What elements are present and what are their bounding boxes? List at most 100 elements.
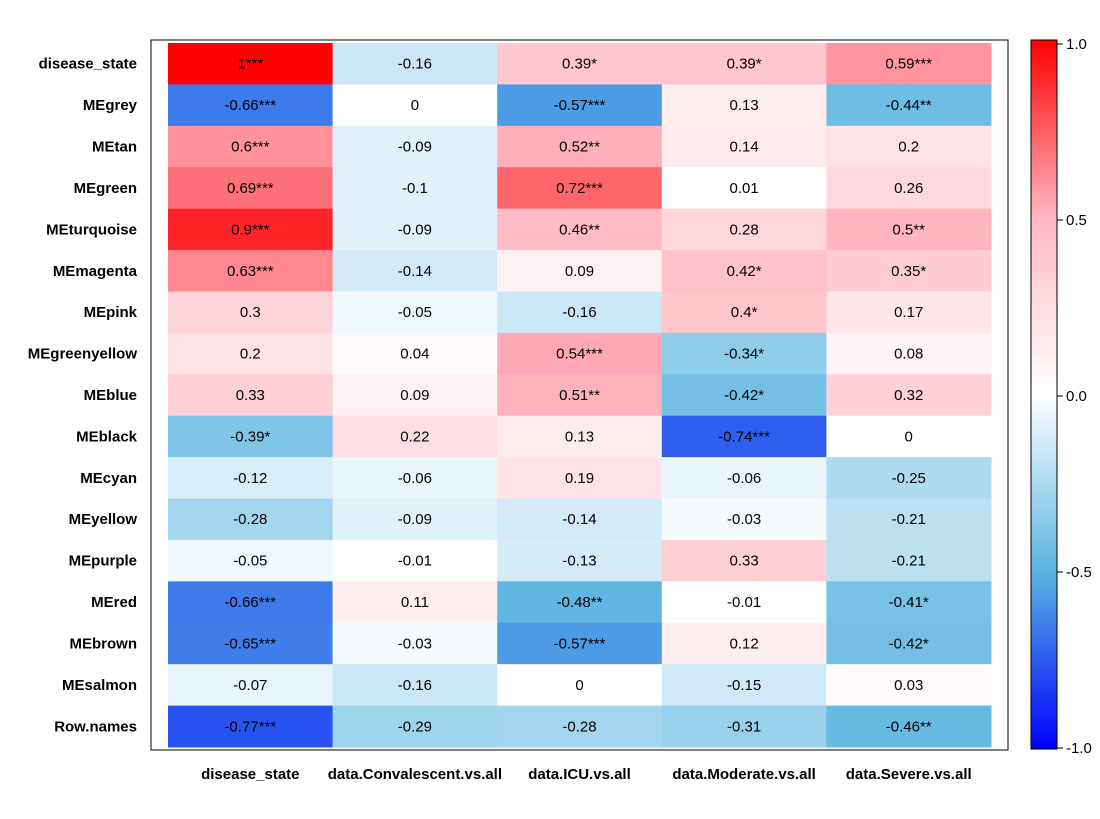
- cell-value-label: 0.19: [565, 470, 594, 487]
- cell-value-label: 0.14: [729, 139, 758, 156]
- heatmap-cell: [661, 457, 827, 500]
- cell-value-label: 0.4*: [731, 304, 758, 321]
- row-label: MEyellow: [69, 511, 138, 528]
- cell-value-label: -0.09: [398, 221, 432, 238]
- column-label: data.Moderate.vs.all: [672, 766, 815, 783]
- cell-value-label: -0.05: [398, 304, 432, 321]
- heatmap-cell: [826, 622, 992, 665]
- cell-value-label: 0.11: [401, 594, 429, 611]
- heatmap-cell: [332, 415, 498, 458]
- heatmap-cell: [826, 250, 992, 292]
- row-label: MEcyan: [80, 470, 137, 487]
- heatmap-cell: [826, 291, 992, 334]
- heatmap-cell: [497, 581, 663, 624]
- heatmap-cell: [826, 705, 992, 748]
- cell-value-label: -0.31: [727, 718, 761, 735]
- heatmap-cell: [497, 167, 663, 210]
- cell-value-label: -0.66***: [224, 97, 276, 114]
- cell-value-label: -0.01: [727, 594, 761, 611]
- heatmap-cell: [168, 84, 334, 127]
- heatmap-cell: [168, 374, 334, 417]
- cell-value-label: -0.41*: [889, 594, 929, 611]
- cell-value-label: -0.16: [562, 304, 596, 321]
- cell-value-label: -0.25: [892, 470, 926, 487]
- heatmap-cell: [661, 291, 827, 334]
- heatmap-cell: [168, 622, 334, 665]
- heatmap-cell: [826, 664, 992, 707]
- row-label: MEtan: [92, 139, 137, 156]
- cell-value-label: 0.33: [236, 387, 265, 404]
- cell-value-label: 0.69***: [227, 180, 274, 197]
- cell-value-label: -0.07: [233, 677, 267, 694]
- heatmap-cell: [168, 250, 334, 292]
- cell-value-label: 0.09: [565, 263, 594, 280]
- cell-value-label: 0.6***: [231, 139, 270, 156]
- heatmap-cell: [661, 374, 827, 417]
- cell-value-label: -0.14: [562, 511, 596, 528]
- heatmap-cell: [826, 374, 992, 417]
- heatmap-cell: [826, 332, 992, 375]
- heatmap-cell: [332, 705, 498, 748]
- heatmap-cell: [168, 43, 334, 85]
- cell-value-label: -0.14: [398, 263, 432, 280]
- colorbar-tick-label: 0.0: [1066, 388, 1087, 405]
- heatmap-cell: [332, 125, 498, 168]
- cell-value-label: 0.12: [729, 635, 758, 652]
- plot-frame: [150, 39, 1009, 751]
- heatmap-cell: [168, 125, 334, 168]
- cell-value-label: -0.57***: [554, 97, 606, 114]
- cell-value-label: 0.51**: [559, 387, 600, 404]
- heatmap-cell: [332, 539, 498, 582]
- cell-value-label: 0.09: [400, 387, 429, 404]
- heatmap-cell: [826, 415, 992, 458]
- heatmap-cell: [661, 250, 827, 292]
- heatmap-cell: [332, 208, 498, 251]
- cell-value-label: 0: [575, 677, 583, 694]
- cell-value-label: -0.74***: [718, 428, 770, 445]
- cell-value-label: 0: [411, 97, 419, 114]
- colorbar-gradient: [1030, 39, 1058, 750]
- row-label: MEblack: [76, 428, 138, 445]
- heatmap-cell: [168, 415, 334, 458]
- row-label: MEmagenta: [53, 263, 138, 280]
- cell-value-label: -0.44**: [886, 97, 932, 114]
- heatmap-cell: [826, 208, 992, 251]
- heatmap-cell: [168, 664, 334, 707]
- heatmap-cell: [497, 539, 663, 582]
- heatmap-cell: [497, 457, 663, 500]
- cell-value-label: 0.39*: [727, 56, 762, 73]
- cell-value-label: 0.26: [894, 180, 923, 197]
- heatmap-cell: [168, 457, 334, 500]
- heatmap-cell: [826, 498, 992, 541]
- heatmap-cell: [826, 84, 992, 127]
- cell-value-label: -0.28: [233, 511, 267, 528]
- cell-value-label: 0.2: [898, 139, 919, 156]
- cell-value-label: -0.65***: [224, 635, 276, 652]
- cell-value-label: 0.46**: [559, 221, 600, 238]
- cell-value-label: -0.09: [398, 139, 432, 156]
- heatmap-cell: [168, 208, 334, 251]
- heatmap-cell: [168, 581, 334, 624]
- heatmap-cell: [661, 208, 827, 251]
- cell-value-label: 0.52**: [559, 139, 600, 156]
- cell-value-label: -0.42*: [889, 635, 929, 652]
- heatmap-cell: [332, 84, 498, 127]
- column-label: data.ICU.vs.all: [528, 766, 631, 783]
- cell-value-label: -0.57***: [554, 635, 606, 652]
- cell-value-label: -0.29: [398, 718, 432, 735]
- heatmap-cell-labels: 1*** -0.16 0.39* 0.39* 0.59*** -0.66*** 0 -0.57…: [224, 56, 932, 736]
- cell-value-label: -0.15: [727, 677, 761, 694]
- cell-value-label: 0.35*: [891, 263, 926, 280]
- cell-value-label: 0.28: [729, 221, 758, 238]
- heatmap-cell: [661, 415, 827, 458]
- heatmap-cell: [168, 498, 334, 541]
- heatmap-cell: [168, 167, 334, 210]
- heatmap-cell: [332, 498, 498, 541]
- heatmap-cells: [168, 43, 992, 748]
- cell-value-label: -0.66***: [224, 594, 276, 611]
- cell-value-label: -0.1: [402, 180, 428, 197]
- cell-value-label: -0.42*: [724, 387, 764, 404]
- cell-value-label: -0.03: [727, 511, 761, 528]
- cell-value-label: 0.54***: [556, 346, 603, 363]
